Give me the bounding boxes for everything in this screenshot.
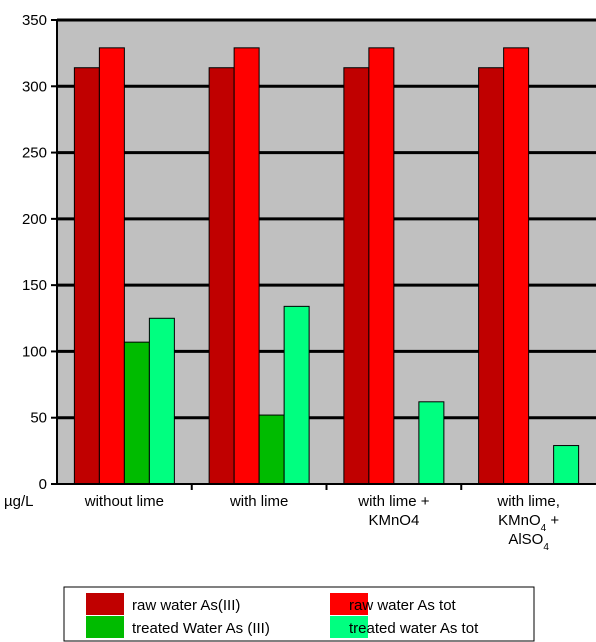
bar xyxy=(73,67,100,485)
y-tick-label: 50 xyxy=(30,410,47,427)
bar xyxy=(553,445,580,485)
bar xyxy=(208,67,235,485)
bar xyxy=(418,401,445,485)
y-tick-label: 200 xyxy=(22,211,47,228)
axes xyxy=(56,20,596,490)
x-category-label: with lime, xyxy=(496,493,560,510)
bar xyxy=(368,47,395,485)
bar xyxy=(478,67,505,485)
x-category-label: without lime xyxy=(84,493,164,510)
x-category-label: KMnO4 xyxy=(368,512,419,529)
legend-swatch xyxy=(330,616,368,638)
y-tick-label: 0 xyxy=(39,476,47,493)
y-tick-label: 100 xyxy=(22,343,47,360)
legend-box xyxy=(63,586,535,642)
legend-label: raw water As(III) xyxy=(132,597,240,614)
x-category-labels: without lime with lime with lime + KMnO4 wit… xyxy=(84,493,560,553)
legend-swatch xyxy=(86,593,124,615)
legend: raw water As(III) raw water As tot treated… xyxy=(63,586,535,642)
legend-label: treated water As tot xyxy=(349,620,479,637)
bar xyxy=(258,414,285,485)
legend-label: raw water As tot xyxy=(349,597,457,614)
y-tick-label: 300 xyxy=(22,78,47,95)
bars xyxy=(73,47,580,485)
bar xyxy=(283,305,310,485)
bar xyxy=(343,67,370,485)
legend-label: treated Water As (III) xyxy=(132,620,270,637)
x-category-label: with lime xyxy=(229,493,288,510)
bar xyxy=(233,47,260,485)
y-tick-label: 250 xyxy=(22,145,47,162)
y-tick-labels: 0 50 100 150 200 250 300 350 xyxy=(22,12,47,493)
legend-swatch xyxy=(86,616,124,638)
x-category-label: with lime + xyxy=(357,493,430,510)
x-category-label: KMnO4 + xyxy=(498,512,559,534)
bar xyxy=(148,317,175,485)
legend-swatch xyxy=(330,593,368,615)
bar xyxy=(503,47,530,485)
y-tick-label: 350 xyxy=(22,12,47,29)
bar xyxy=(98,47,125,485)
y-tick-label: 150 xyxy=(22,277,47,294)
bar xyxy=(123,341,150,485)
x-category-label: AlSO4 xyxy=(508,531,549,553)
y-unit-label: µg/L xyxy=(4,493,34,510)
